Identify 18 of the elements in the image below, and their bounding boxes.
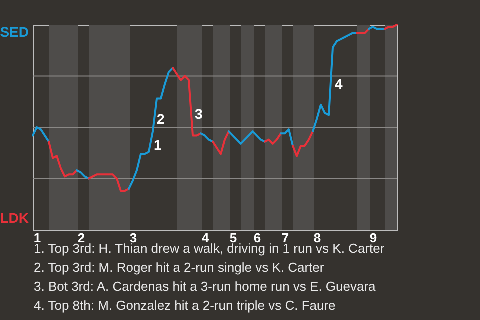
annotation: 4 bbox=[335, 76, 343, 92]
text: LDK bbox=[0, 210, 29, 226]
x-tick-label: 5 bbox=[230, 230, 238, 246]
x-tick-label: 1 bbox=[34, 230, 42, 246]
x-tick-label: 8 bbox=[314, 230, 322, 246]
annotation: 3 bbox=[195, 106, 203, 122]
x-tick-label: 4 bbox=[202, 230, 210, 246]
annotation: 2 bbox=[157, 111, 165, 127]
x-tick-label: 6 bbox=[254, 230, 262, 246]
annotation: 1 bbox=[154, 137, 162, 153]
text: 4. Top 8th: M. Gonzalez hit a 2-run triple vs C. Faure bbox=[34, 298, 336, 313]
x-tick-label: 7 bbox=[282, 230, 290, 246]
text: 2. Top 3rd: M. Roger hit a 2-run single vs K. Carter bbox=[34, 260, 325, 275]
x-tick-label: 9 bbox=[370, 230, 378, 246]
x-tick-label: 2 bbox=[78, 230, 86, 246]
text: 3. Bot 3rd: A. Cardenas hit a 3-run home run vs E. Guevara bbox=[34, 279, 377, 294]
x-tick-label: 3 bbox=[130, 230, 138, 246]
text: SED bbox=[0, 24, 29, 40]
